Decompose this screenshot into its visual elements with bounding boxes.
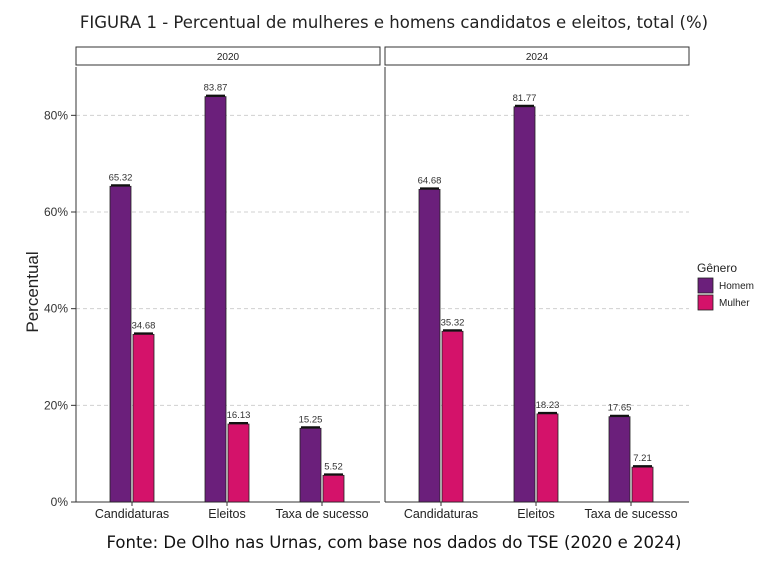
bar-mulher: [322, 474, 345, 503]
y-tick-label: 80%: [44, 108, 68, 122]
bar-mulher: [227, 423, 250, 503]
bar-value-label: 64.68: [418, 175, 442, 186]
legend-title: Gênero: [697, 261, 737, 275]
bar-value-label: 5.52: [324, 461, 343, 472]
legend-swatch-homem: [697, 277, 714, 294]
bar-value-label: 65.32: [109, 172, 133, 183]
bar-homem: [299, 427, 322, 503]
bar-value-label: 17.65: [608, 403, 632, 414]
y-tick-label: 60%: [44, 205, 68, 219]
legend-swatch-mulher: [697, 294, 714, 311]
bar-value-label: 16.13: [227, 410, 251, 421]
bar-value-label: 35.32: [441, 317, 465, 328]
bar-homem: [204, 96, 227, 503]
x-category-label: Candidaturas: [95, 507, 169, 521]
figure-caption: Fonte: De Olho nas Urnas, com base nos d…: [107, 533, 682, 552]
bar-value-label: 18.23: [536, 400, 560, 411]
facet-strip: [75, 46, 381, 66]
facet-strip: [384, 46, 690, 66]
figure-title: FIGURA 1 - Percentual de mulheres e home…: [80, 13, 708, 32]
x-category-label: Taxa de sucesso: [584, 507, 677, 521]
x-category-label: Candidaturas: [404, 507, 478, 521]
bar-value-label: 34.68: [132, 320, 156, 331]
bar-homem: [608, 416, 631, 503]
legend-label-homem: Homem: [719, 281, 754, 292]
facet-strip-label: 2024: [526, 52, 549, 63]
bar-mulher: [441, 330, 464, 503]
bar-mulher: [631, 466, 654, 503]
x-category-label: Eleitos: [208, 507, 246, 521]
x-category-label: Taxa de sucesso: [275, 507, 368, 521]
bar-mulher: [132, 333, 155, 503]
bar-homem: [418, 188, 441, 503]
bar-value-label: 7.21: [633, 453, 652, 464]
bar-value-label: 15.25: [299, 414, 323, 425]
plot-area: 0% 20% 40% 60% 80% 2020 65.32 34.68 Candidaturas…: [44, 46, 690, 521]
legend-label-mulher: Mulher: [719, 298, 750, 309]
facet-strip-label: 2020: [217, 52, 240, 63]
legend: Gênero Homem Mulher: [697, 261, 754, 311]
y-axis-title: Percentual: [23, 251, 42, 332]
y-tick-label: 20%: [44, 398, 68, 412]
bar-mulher: [536, 413, 559, 503]
bar-homem: [513, 106, 536, 503]
bar-homem: [109, 185, 132, 503]
y-tick-label: 0%: [51, 495, 69, 509]
bar-value-label: 81.77: [513, 93, 537, 104]
y-tick-label: 40%: [44, 302, 68, 316]
bar-value-label: 83.87: [204, 83, 228, 94]
x-category-label: Eleitos: [517, 507, 555, 521]
